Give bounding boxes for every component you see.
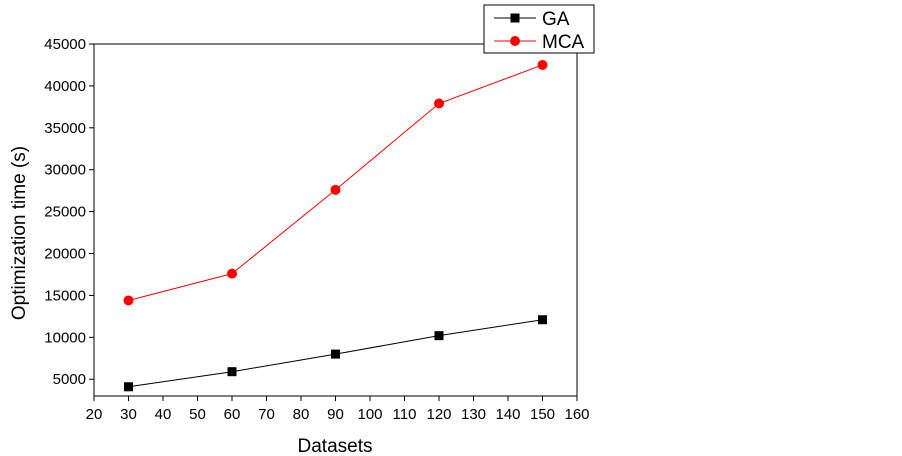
x-tick-label: 120 (426, 406, 451, 423)
legend-marker-mca (510, 36, 520, 46)
x-tick-label: 70 (258, 406, 275, 423)
y-tick-label: 20000 (44, 246, 86, 263)
y-axis-ticks: 5000 10000 15000 20000 25000 30000 35000 40000 4… (44, 36, 94, 388)
y-tick-label: 35000 (44, 120, 86, 137)
y-tick-label: 40000 (44, 78, 86, 95)
x-tick-label: 90 (327, 406, 344, 423)
legend-label-mca: MCA (542, 32, 585, 53)
data-point-ga (227, 367, 237, 377)
y-axis-title: Optimization time (s) (9, 146, 30, 320)
legend-label-ga: GA (542, 9, 570, 30)
x-tick-label: 40 (155, 406, 172, 423)
series-layer (123, 59, 548, 392)
x-tick-label: 30 (120, 406, 137, 423)
legend-box (483, 4, 595, 54)
x-tick-label: 80 (293, 406, 310, 423)
x-tick-label: 130 (461, 406, 486, 423)
series-mca (123, 59, 548, 306)
x-tick-label: 20 (86, 406, 103, 423)
y-tick-label: 30000 (44, 162, 86, 179)
legend-marker-ga (510, 13, 520, 23)
data-point-mca (537, 59, 548, 70)
x-tick-label: 100 (357, 406, 382, 423)
data-point-mca (434, 98, 444, 109)
y-tick-label: 25000 (44, 204, 86, 221)
x-axis-ticks: 20 30 40 50 60 70 80 90 100 110 120 130 140 150 160 (86, 396, 590, 423)
data-point-ga (124, 382, 133, 392)
x-tick-label: 160 (564, 406, 589, 423)
data-point-ga (538, 315, 547, 325)
y-tick-label: 15000 (44, 287, 86, 304)
data-point-mca (123, 295, 134, 306)
x-tick-label: 110 (393, 406, 417, 423)
series-ga (124, 315, 547, 392)
y-tick-label: 45000 (44, 36, 86, 53)
x-tick-label: 50 (189, 406, 206, 423)
y-tick-label: 5000 (53, 371, 86, 388)
data-point-mca (330, 184, 341, 195)
y-tick-label: 10000 (44, 329, 86, 346)
plot-frame (93, 43, 578, 397)
data-point-mca (227, 268, 237, 279)
x-tick-label: 60 (224, 406, 241, 423)
x-axis-title: Datasets (298, 436, 373, 456)
data-point-ga (434, 331, 444, 341)
data-point-ga (331, 349, 340, 359)
x-tick-label: 140 (495, 406, 520, 423)
x-tick-label: 150 (530, 406, 555, 423)
series-line-mca (128, 64, 543, 301)
